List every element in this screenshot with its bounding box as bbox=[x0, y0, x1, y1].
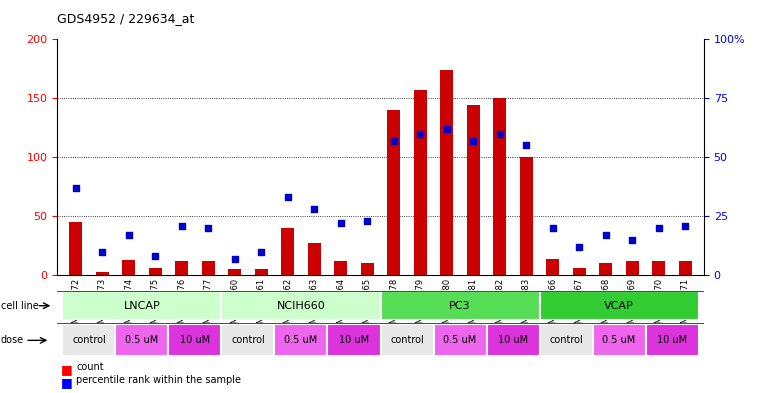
Text: GDS4952 / 229634_at: GDS4952 / 229634_at bbox=[57, 12, 195, 25]
Point bbox=[680, 222, 692, 229]
Point bbox=[228, 255, 240, 262]
Point bbox=[441, 126, 453, 132]
Point bbox=[176, 222, 188, 229]
Text: dose: dose bbox=[1, 335, 24, 345]
Bar bbox=[679, 261, 692, 275]
Bar bbox=[593, 325, 645, 356]
Bar bbox=[327, 325, 380, 356]
Bar bbox=[221, 325, 275, 356]
Text: 0.5 uM: 0.5 uM bbox=[285, 335, 317, 345]
Point bbox=[521, 142, 533, 149]
Bar bbox=[69, 222, 82, 275]
Point bbox=[494, 130, 506, 137]
Bar bbox=[116, 325, 168, 356]
Point bbox=[202, 225, 215, 231]
Point bbox=[653, 225, 665, 231]
Bar bbox=[626, 261, 639, 275]
Bar bbox=[652, 261, 665, 275]
Bar bbox=[62, 292, 221, 320]
Point bbox=[467, 138, 479, 144]
Bar bbox=[148, 268, 162, 275]
Point bbox=[361, 218, 374, 224]
Bar bbox=[573, 268, 586, 275]
Bar bbox=[466, 105, 480, 275]
Text: 10 uM: 10 uM bbox=[180, 335, 210, 345]
Bar bbox=[414, 90, 427, 275]
Point bbox=[573, 244, 585, 250]
Bar bbox=[221, 292, 380, 320]
Point bbox=[387, 138, 400, 144]
Text: 0.5 uM: 0.5 uM bbox=[603, 335, 635, 345]
Point bbox=[282, 194, 294, 200]
Text: count: count bbox=[76, 362, 103, 372]
Point bbox=[123, 232, 135, 238]
Text: 10 uM: 10 uM bbox=[498, 335, 528, 345]
Bar bbox=[520, 157, 533, 275]
Bar bbox=[255, 269, 268, 275]
Text: 0.5 uM: 0.5 uM bbox=[444, 335, 476, 345]
Text: VCAP: VCAP bbox=[604, 301, 634, 310]
Bar bbox=[546, 259, 559, 275]
Bar bbox=[62, 325, 116, 356]
Bar bbox=[202, 261, 215, 275]
Point bbox=[255, 248, 267, 255]
Point bbox=[149, 253, 161, 259]
Bar bbox=[175, 261, 188, 275]
Text: PC3: PC3 bbox=[449, 301, 471, 310]
Bar bbox=[380, 292, 540, 320]
Bar bbox=[281, 228, 295, 275]
Bar bbox=[334, 261, 347, 275]
Text: control: control bbox=[390, 335, 424, 345]
Text: percentile rank within the sample: percentile rank within the sample bbox=[76, 375, 241, 385]
Text: NCIH660: NCIH660 bbox=[276, 301, 326, 310]
Text: ■: ■ bbox=[61, 364, 72, 376]
Text: LNCAP: LNCAP bbox=[123, 301, 161, 310]
Bar bbox=[440, 70, 454, 275]
Text: 10 uM: 10 uM bbox=[657, 335, 687, 345]
Bar bbox=[387, 110, 400, 275]
Text: 0.5 uM: 0.5 uM bbox=[126, 335, 158, 345]
Point bbox=[69, 185, 81, 191]
Point bbox=[308, 206, 320, 212]
Bar bbox=[599, 263, 613, 275]
Bar bbox=[168, 325, 221, 356]
Bar bbox=[493, 98, 506, 275]
Text: control: control bbox=[549, 335, 583, 345]
Text: control: control bbox=[231, 335, 265, 345]
Bar bbox=[540, 325, 593, 356]
Bar bbox=[380, 325, 434, 356]
Bar bbox=[122, 260, 135, 275]
Bar bbox=[96, 272, 109, 275]
Text: control: control bbox=[72, 335, 106, 345]
Point bbox=[96, 248, 108, 255]
Bar bbox=[434, 325, 486, 356]
Text: ■: ■ bbox=[61, 376, 72, 389]
Point bbox=[335, 220, 347, 226]
Bar bbox=[307, 243, 321, 275]
Bar bbox=[540, 292, 699, 320]
Text: 10 uM: 10 uM bbox=[339, 335, 369, 345]
Point bbox=[414, 130, 426, 137]
Point bbox=[626, 237, 638, 243]
Bar bbox=[361, 263, 374, 275]
Point bbox=[600, 232, 612, 238]
Bar bbox=[228, 269, 241, 275]
Bar bbox=[645, 325, 699, 356]
Text: cell line: cell line bbox=[1, 301, 39, 311]
Bar bbox=[486, 325, 540, 356]
Point bbox=[546, 225, 559, 231]
Bar bbox=[275, 325, 327, 356]
